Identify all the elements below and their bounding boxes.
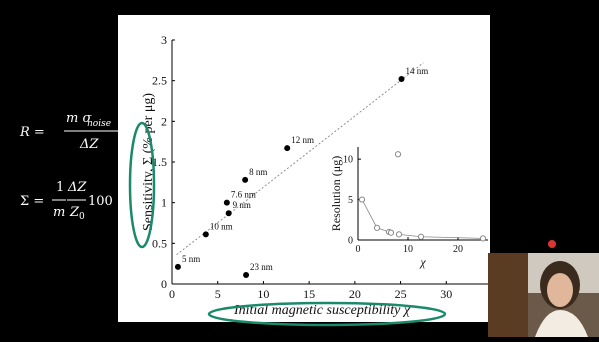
point-label: 8 nm bbox=[249, 167, 267, 177]
trend-line bbox=[176, 62, 424, 256]
point-label: 12 nm bbox=[291, 135, 314, 145]
eq-den: m bbox=[53, 205, 65, 220]
eq-denominator: ΔZ bbox=[79, 137, 99, 152]
x-tick-label: 0 bbox=[169, 287, 175, 301]
point bbox=[243, 272, 250, 279]
y-tick-label: 3 bbox=[161, 33, 167, 47]
y-tick-label: 1 bbox=[161, 196, 167, 210]
point bbox=[202, 231, 209, 238]
point bbox=[417, 233, 425, 240]
highlight-ellipse bbox=[128, 121, 156, 249]
y-tick-label: 1.5 bbox=[152, 155, 167, 169]
x-tick-label: 0 bbox=[356, 244, 361, 255]
point-label: 10 nm bbox=[210, 221, 233, 231]
point bbox=[394, 151, 402, 158]
x-tick-label: 20 bbox=[349, 287, 361, 301]
y-tick-label: 2.5 bbox=[152, 74, 167, 88]
eq-numerator: m σ bbox=[66, 111, 92, 126]
x-tick-label: 20 bbox=[453, 244, 463, 255]
eq-num: ΔZ bbox=[67, 180, 87, 195]
point bbox=[223, 199, 230, 206]
plots: 0 5 10 15 20 25 30 0 0.5 1 1.5 2 2.5 3 Initial magneti… bbox=[141, 33, 492, 318]
equation-sensitivity: Σ = 1 m ΔZ Z 0 100 bbox=[20, 180, 113, 222]
eq-lhs: R = bbox=[19, 125, 45, 140]
point bbox=[479, 235, 487, 242]
pointer-dot bbox=[548, 240, 556, 248]
x-tick-label: 5 bbox=[215, 287, 221, 301]
point bbox=[373, 224, 381, 231]
point-label: 23 nm bbox=[250, 262, 273, 272]
y-tick-label: 2 bbox=[161, 114, 167, 128]
y-tick-label: 0 bbox=[161, 277, 167, 291]
point-label: 7.6 nm bbox=[231, 190, 256, 200]
webcam bbox=[488, 253, 599, 337]
y-tick-label: 0.5 bbox=[152, 236, 167, 250]
x-axis-label: Initial magnetic susceptibility χ bbox=[233, 303, 411, 318]
point-label: 9 nm bbox=[233, 200, 251, 210]
eq-num: 1 bbox=[56, 180, 64, 195]
point bbox=[242, 176, 249, 183]
eq-sub: noise bbox=[87, 119, 111, 129]
point bbox=[225, 210, 232, 217]
eq-lhs: Σ = bbox=[20, 194, 44, 209]
x-tick-label: 30 bbox=[440, 287, 452, 301]
point bbox=[387, 229, 395, 236]
x-tick-label: 10 bbox=[257, 287, 269, 301]
y-axis-label: Resolution (μg) bbox=[329, 156, 343, 231]
x-tick-label: 15 bbox=[303, 287, 315, 301]
point bbox=[398, 76, 405, 83]
eq-sub: 0 bbox=[79, 212, 85, 222]
point-label: 14 nm bbox=[405, 66, 428, 76]
eq-den: Z bbox=[69, 205, 80, 220]
x-tick-label: 25 bbox=[395, 287, 407, 301]
point-label: 5 nm bbox=[182, 254, 200, 264]
inset-background bbox=[325, 140, 490, 280]
point bbox=[284, 145, 291, 152]
y-tick-label: 5 bbox=[348, 195, 353, 206]
eq-tail: 100 bbox=[88, 194, 113, 209]
y-tick-label: 10 bbox=[343, 154, 353, 165]
equation-resolution: R = m σ noise ΔZ bbox=[19, 111, 118, 152]
y-tick-label: 0 bbox=[348, 235, 353, 246]
point bbox=[174, 263, 181, 270]
point bbox=[395, 231, 403, 238]
highlight-ellipse bbox=[207, 301, 447, 327]
x-tick-label: 10 bbox=[403, 244, 413, 255]
x-axis-label: χ bbox=[419, 255, 426, 269]
point bbox=[358, 196, 366, 203]
y-axis-label: Sensitivity, Σ (% per μg) bbox=[141, 93, 156, 231]
